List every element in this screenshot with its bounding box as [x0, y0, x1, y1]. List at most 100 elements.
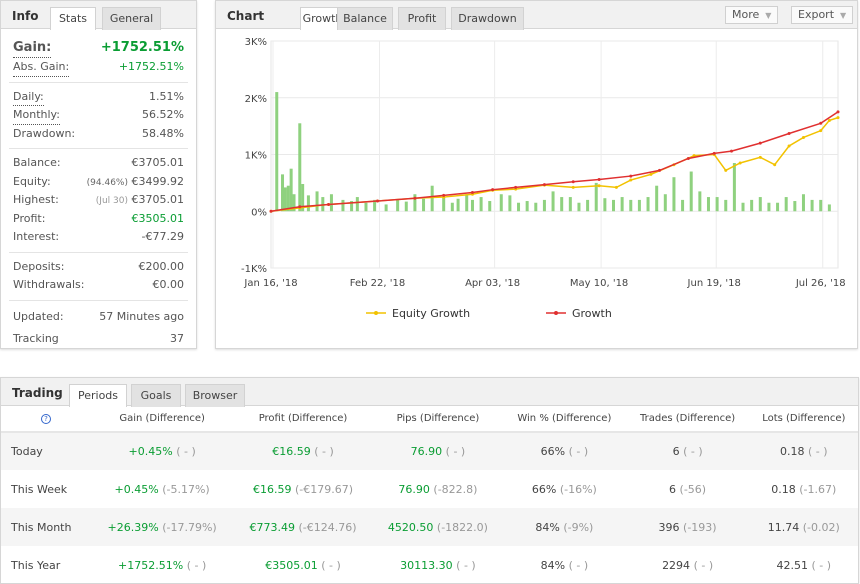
chart-header: Chart Growth Balance Profit Drawdown Mor… [216, 1, 857, 30]
lots-cell: 42.51 ( - ) [750, 546, 858, 584]
win-cell: 66% (-16%) [503, 470, 625, 508]
monthly-label[interactable]: Monthly: [13, 106, 60, 125]
y-tick-label: 0% [251, 207, 267, 218]
period-label: This Month [1, 508, 91, 546]
tracking-label: Tracking [13, 331, 59, 345]
x-tick-label: Jul 26, '18 [795, 278, 846, 289]
growth-line-point [491, 188, 495, 192]
profit-value: €3505.01 [131, 211, 185, 225]
column-header: Profit (Difference) [233, 406, 373, 433]
growth-line-point [327, 202, 331, 206]
daily-bar [577, 202, 581, 212]
daily-bar [612, 199, 616, 212]
daily-bar [281, 174, 285, 212]
more-label: More [732, 8, 760, 21]
daily-bar [442, 197, 446, 212]
daily-bar [499, 194, 503, 212]
daily-bar [637, 199, 641, 212]
chevron-down-icon: ▼ [840, 11, 847, 20]
withdrawals-value: €0.00 [152, 278, 185, 291]
daily-bar [542, 199, 546, 212]
growth-line-point [597, 177, 601, 181]
lots-difference: ( - ) [808, 445, 828, 458]
win-difference: ( - ) [568, 558, 589, 572]
tab-stats[interactable]: Stats [50, 7, 96, 30]
tab-profit[interactable]: Profit [398, 7, 446, 30]
daily-bar [784, 197, 788, 212]
win-difference: ( - ) [568, 445, 589, 458]
growth-chart: 3K% 2K% 1K% 0% -1K% Jan 16, '18 Feb 22, '18 Apr… [241, 37, 846, 320]
tab-balance[interactable]: Balance [337, 7, 393, 30]
profit-difference: ( - ) [314, 445, 334, 458]
trades-cell: 2294 ( - ) [626, 546, 750, 584]
x-tick-label: May 10, '18 [570, 278, 628, 289]
profit-cell: €16.59 ( - ) [233, 432, 373, 470]
gain-cell: +26.39% (-17.79%) [91, 508, 234, 546]
daily-bar [663, 194, 667, 212]
chevron-down-icon: ▼ [765, 11, 772, 20]
daily-bar [404, 201, 408, 212]
x-tick-label: Apr 03, '18 [465, 278, 520, 289]
gain-cell: +0.45% (-5.17%) [91, 470, 233, 508]
periods-table: ? Gain (Difference) Profit (Difference) Pi… [1, 406, 858, 584]
table-row: This Month +26.39% (-17.79%) €773.49 (-€12… [1, 508, 858, 546]
daily-label[interactable]: Daily: [13, 88, 44, 106]
growth-line-point [712, 151, 716, 155]
lots-cell: 0.18 (-1.67) [750, 470, 858, 508]
pips-difference: ( - ) [445, 445, 466, 458]
equity-growth-line-point [787, 144, 791, 148]
lots-value: 11.74 [767, 520, 800, 534]
daily-bar [801, 194, 805, 212]
x-tick-label: Jan 16, '18 [243, 278, 297, 289]
daily-bar [298, 123, 302, 212]
equity-growth-line-point [819, 129, 823, 133]
abs-gain-value: +1752.51% [118, 60, 184, 73]
equity-growth-line-point [614, 185, 618, 189]
legend-label: Growth [572, 307, 612, 320]
daily-bar [672, 177, 676, 212]
lots-value: 42.51 [776, 558, 809, 572]
highest-value: €3705.01 [131, 193, 185, 206]
tab-periods[interactable]: Periods [69, 384, 127, 407]
tab-general[interactable]: General [102, 7, 161, 30]
win-difference: (-9%) [563, 520, 594, 534]
gain-label[interactable]: Gain: [13, 38, 52, 58]
balance-label: Balance: [13, 156, 61, 169]
trades-value: 6 [672, 445, 680, 458]
growth-line-point [269, 209, 273, 213]
pips-value: 76.90 [398, 482, 430, 496]
table-row: This Year +1752.51% ( - ) €3505.01 ( - ) 30… [1, 546, 858, 584]
withdrawals-label: Withdrawals: [13, 278, 85, 291]
y-tick-label: -1K% [241, 264, 267, 275]
trades-difference: (-193) [683, 520, 717, 534]
export-button[interactable]: Export ▼ [791, 6, 854, 24]
growth-line-point [413, 196, 417, 200]
equity-growth-line-point [801, 135, 805, 139]
growth-line-point [470, 191, 474, 195]
equity-growth-line-point [738, 161, 742, 165]
win-cell: 66% ( - ) [503, 432, 626, 470]
gain-value: +1752.51% [100, 40, 184, 55]
pips-cell: 76.90 ( - ) [372, 432, 504, 470]
daily-bar [396, 199, 400, 212]
abs-gain-label[interactable]: Abs. Gain: [13, 58, 70, 77]
more-button[interactable]: More ▼ [725, 6, 779, 24]
tab-drawdown[interactable]: Drawdown [451, 7, 524, 30]
daily-bar [715, 197, 719, 212]
daily-bar [689, 171, 693, 212]
help-icon[interactable]: ? [41, 414, 51, 424]
tab-goals[interactable]: Goals [131, 384, 181, 407]
column-header: Trades (Difference) [625, 406, 750, 433]
daily-bar [819, 199, 823, 212]
daily-bar [450, 202, 454, 212]
growth-line-point [298, 205, 302, 209]
gain-difference: (-5.17%) [162, 482, 210, 496]
equity-growth-line-point [597, 184, 601, 188]
daily-bar [620, 197, 624, 212]
daily-bar [793, 201, 797, 212]
growth-line-point [819, 121, 823, 125]
daily-bar [706, 197, 710, 212]
growth-line-point [730, 149, 734, 153]
daily-bar [301, 184, 305, 212]
tab-browser[interactable]: Browser [185, 384, 245, 407]
